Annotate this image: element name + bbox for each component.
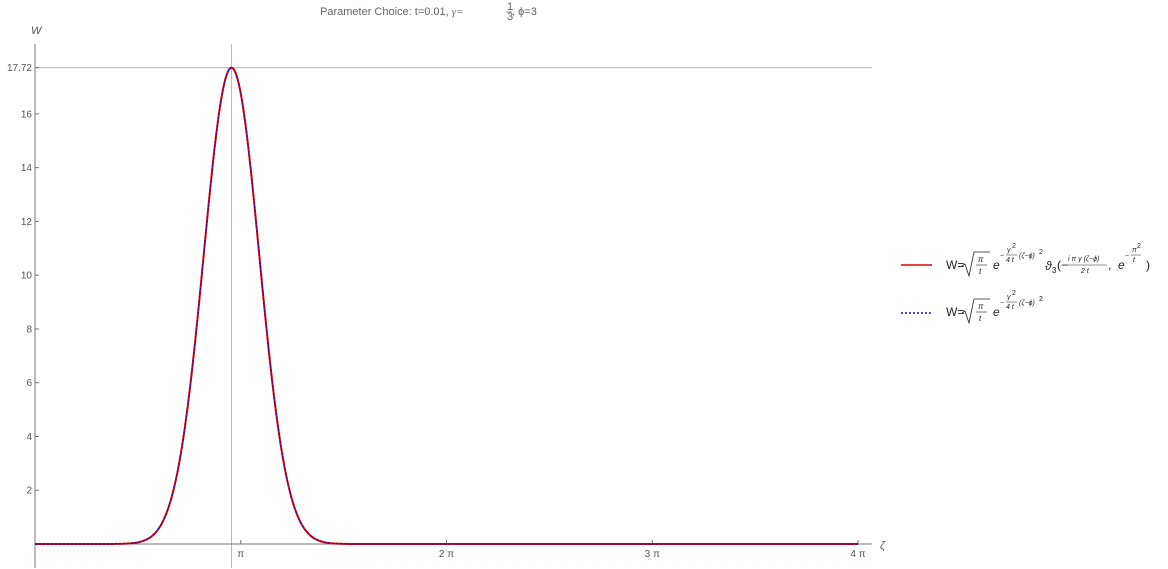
- legend-theta-arg2-lead: −: [1125, 253, 1129, 260]
- series-theta-line: [35, 66, 858, 545]
- legend-gaussian-exp-den: 4 t: [1006, 304, 1015, 311]
- legend-theta-exp-den: 4 t: [1006, 257, 1015, 264]
- legend-theta-arg2-e: e: [1118, 258, 1125, 272]
- legend-theta-subscript: 3: [1052, 266, 1057, 275]
- x-axis-label: ζ: [880, 540, 886, 552]
- legend-theta-arg2-num-sup: 2: [1137, 243, 1141, 250]
- legend-theta-exp-tail-sup: 2: [1039, 249, 1043, 256]
- legend-theta-e: e: [993, 258, 1000, 272]
- legend-gaussian-exp-num: γ: [1007, 294, 1011, 301]
- legend-theta-arg2-den: t: [1133, 257, 1136, 264]
- legend-gaussian-exp-tail: (ζ−ϕ): [1019, 300, 1035, 307]
- legend-theta-paren-open: (−: [1057, 258, 1068, 272]
- legend-theta-frac-num: π: [978, 255, 984, 264]
- y-axis-label: W: [31, 25, 43, 37]
- legend-theta-symbol: ϑ: [1045, 259, 1052, 273]
- legend-theta-exp-num: γ: [1007, 247, 1011, 254]
- legend-theta-arg1-num: i π γ (ζ−ϕ): [1068, 256, 1099, 263]
- y-tick-label: 8: [26, 324, 32, 335]
- legend-theta-arg1-den: 2 t: [1080, 268, 1090, 275]
- title-gamma: γ=: [452, 6, 464, 18]
- chart-title: Parameter Choice: t=0.01, γ=: [320, 6, 464, 18]
- legend-gaussian-w: W=: [946, 305, 964, 319]
- title-phi: , ϕ=3: [512, 6, 537, 18]
- series-gaussian-line: [35, 67, 858, 545]
- x-tick-label: 2 π: [439, 549, 454, 560]
- y-tick-label: 14: [21, 163, 33, 174]
- y-ticks: 2 4 6 8 10 12 14 16 17.72: [7, 63, 39, 497]
- title-gamma-num: 1: [507, 1, 513, 13]
- legend-theta-arg2-num: π: [1132, 247, 1137, 254]
- legend-entry-gaussian: W= π t e − γ 2 4 t (ζ−ϕ) 2: [901, 290, 1043, 325]
- legend-theta-exp-num-sup: 2: [1012, 243, 1016, 250]
- legend-theta-sqrt: [961, 251, 990, 278]
- legend-gaussian-sqrt: [961, 298, 990, 325]
- legend-theta-w: W=: [946, 258, 964, 272]
- x-tick-label: 3 π: [645, 549, 660, 560]
- y-tick-label: 10: [21, 271, 33, 282]
- legend-theta-paren-close: ): [1146, 258, 1150, 272]
- legend-gaussian-exp-tail-sup: 2: [1039, 296, 1043, 303]
- title-gamma-den: 3: [507, 11, 513, 23]
- x-tick-label: π: [237, 549, 244, 560]
- legend-gaussian-exp-num-sup: 2: [1012, 290, 1016, 297]
- legend-gaussian-e: e: [993, 305, 1000, 319]
- y-tick-label: 17.72: [7, 63, 32, 74]
- legend-entry-theta: W= π t e − γ 2 4 t (ζ−ϕ) 2 ϑ 3 (− i π γ …: [901, 243, 1150, 278]
- y-tick-label: 6: [26, 378, 32, 389]
- y-tick-label: 16: [21, 109, 33, 120]
- legend-theta-comma: ,: [1108, 258, 1111, 272]
- legend-gaussian-exp-lead: −: [1000, 300, 1004, 307]
- y-tick-label: 12: [21, 217, 33, 228]
- y-tick-label: 4: [26, 432, 32, 443]
- x-tick-label: 4 π: [850, 549, 865, 560]
- y-tick-label: 2: [26, 486, 32, 497]
- legend-theta-exp-tail: (ζ−ϕ): [1019, 253, 1035, 260]
- legend-gaussian-frac-den: t: [979, 314, 982, 323]
- legend-theta-exp-lead: −: [1000, 253, 1004, 260]
- legend-theta-frac-den: t: [979, 267, 982, 276]
- legend-gaussian-frac-num: π: [978, 302, 984, 311]
- title-prefix: Parameter Choice: t=0.01,: [320, 6, 452, 18]
